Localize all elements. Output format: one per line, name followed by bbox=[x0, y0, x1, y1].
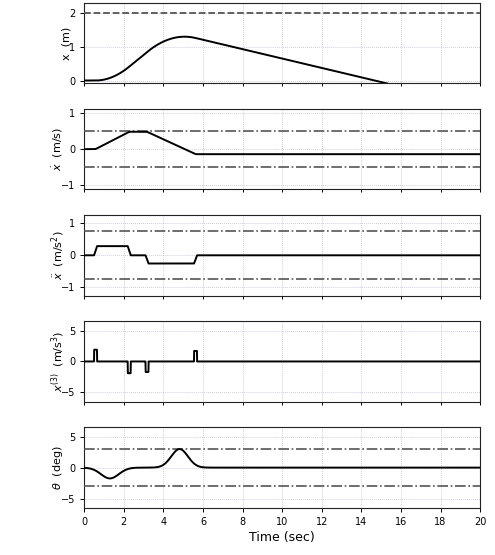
Y-axis label: x  (m): x (m) bbox=[61, 26, 71, 59]
Y-axis label: $\dot{x}$  (m/s): $\dot{x}$ (m/s) bbox=[51, 127, 65, 171]
Y-axis label: $x^{(3)}$  (m/s$^3$): $x^{(3)}$ (m/s$^3$) bbox=[49, 331, 67, 392]
Y-axis label: $\theta$  (deg): $\theta$ (deg) bbox=[51, 445, 65, 490]
X-axis label: Time (sec): Time (sec) bbox=[249, 531, 315, 544]
Y-axis label: $\ddot{x}$  (m/s$^2$): $\ddot{x}$ (m/s$^2$) bbox=[50, 230, 67, 280]
